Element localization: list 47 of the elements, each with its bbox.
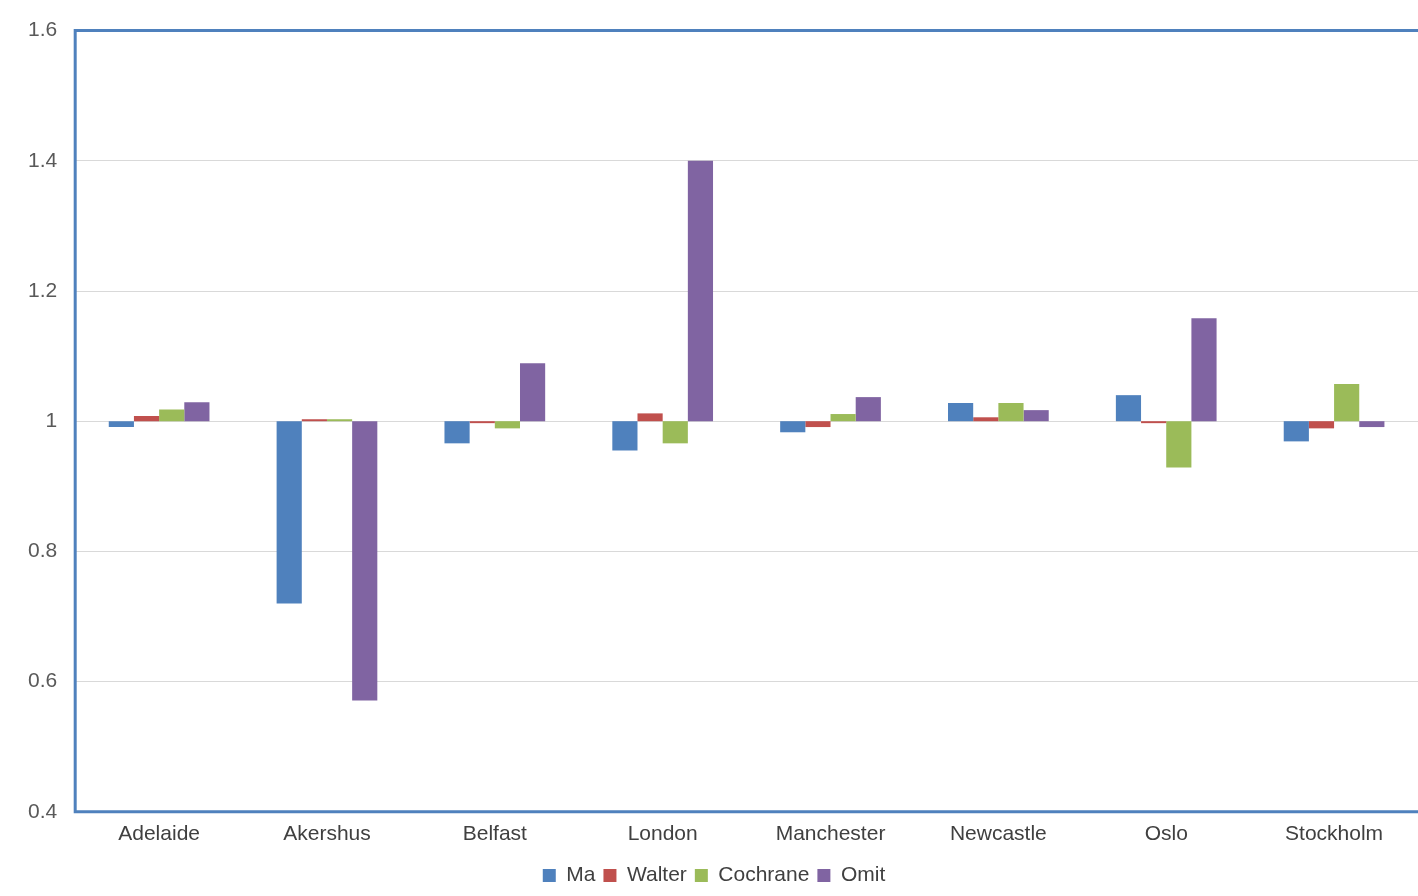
bar [948,402,974,422]
bar [637,413,663,422]
bar [1359,421,1385,428]
x-tick-label: Stockholm [1285,821,1384,845]
y-tick-label: 0.8 [27,538,58,562]
x-tick-label: London [627,821,698,845]
y-tick-label: 1.6 [27,17,58,41]
y-tick-label: 0.4 [27,798,58,822]
bar [159,409,185,422]
legend-label: Walter [626,862,687,886]
bar [133,415,160,422]
bar [805,421,831,428]
bar [662,421,688,444]
bar [444,421,470,444]
bar [520,363,546,422]
x-tick-label: Akershus [283,821,371,845]
legend-label: Ma [566,862,596,886]
bar [973,417,999,422]
bar [855,397,881,422]
bar [1023,410,1049,422]
bar [1115,395,1142,422]
bar [780,421,806,433]
y-tick-label: 1.2 [27,277,58,301]
y-tick-label: 1.4 [27,147,58,171]
bar [687,160,714,422]
bar [612,421,638,451]
bar [1191,318,1217,422]
bar [276,421,302,604]
x-tick-label: Belfast [462,821,528,845]
bar [830,414,856,422]
legend-label: Cochrane [718,862,810,886]
bar [494,421,520,429]
bar [1308,421,1335,429]
bar [108,421,134,428]
y-tick-label: 0.6 [27,668,58,692]
bar [184,402,210,422]
bar [1334,384,1360,422]
bar [352,421,378,701]
x-tick-label: Manchester [775,821,886,845]
bar [1283,421,1309,442]
bar [1166,421,1192,468]
x-tick-label: Adelaide [118,821,200,845]
x-tick-label: Oslo [1144,821,1188,845]
y-tick-label: 1 [45,408,58,431]
bar [998,402,1024,422]
x-tick-label: Newcastle [949,821,1047,845]
legend-label: Omit [840,862,886,886]
